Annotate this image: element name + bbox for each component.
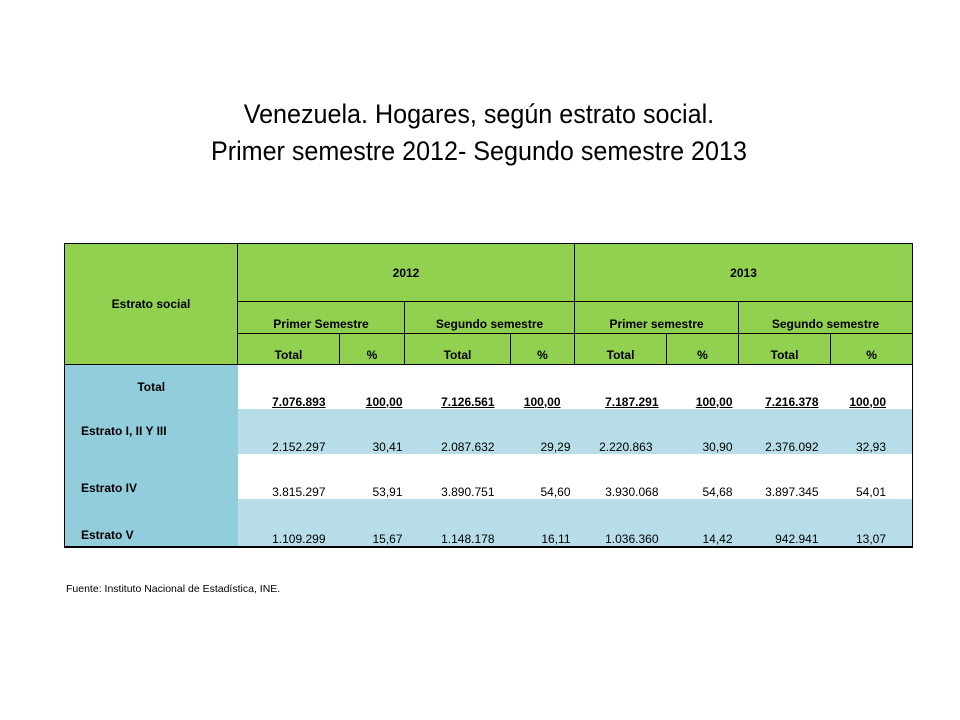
cell-value: 15,67 [339, 498, 405, 548]
page-title: Venezuela. Hogares, según estrato social… [0, 96, 958, 170]
cell-value: 3.815.297 [237, 453, 340, 499]
cell-value: 100,00 [830, 364, 914, 409]
cell-value: 100,00 [510, 364, 575, 409]
cell-value: 1.109.299 [237, 498, 340, 548]
header-total: Total [574, 333, 668, 365]
cell-value: 7.126.561 [404, 364, 511, 409]
header-total: Total [738, 333, 832, 365]
cell-value: 1.148.178 [404, 498, 511, 548]
cell-value: 2.376.092 [738, 408, 831, 454]
cell-value: 3.890.751 [404, 453, 511, 499]
cell-value: 7.076.893 [237, 364, 340, 409]
cell-value: 16,11 [510, 498, 575, 548]
header-estrato-social: Estrato social [64, 243, 238, 365]
cell-value: 32,93 [830, 408, 914, 454]
row-label: Estrato IV [64, 453, 238, 499]
table-row: Total 7.076.893 100,00 7.126.561 100,00 … [64, 364, 914, 409]
header-total: Total [404, 333, 511, 365]
header-year-2013: 2013 [574, 243, 914, 302]
source-note: Fuente: Instituto Nacional de Estadístic… [66, 583, 281, 595]
header-pct: % [339, 333, 405, 365]
header-year-2012: 2012 [237, 243, 576, 302]
cell-value: 3.930.068 [574, 453, 667, 499]
header-total: Total [237, 333, 340, 365]
cell-value: 30,90 [666, 408, 739, 454]
header-pct: % [510, 333, 576, 365]
table-row: Estrato V 1.109.299 15,67 1.148.178 16,1… [64, 498, 914, 548]
cell-value: 3.897.345 [738, 453, 831, 499]
header-semester-1-2013: Primer semestre [574, 301, 740, 334]
cell-value: 2.152.297 [237, 408, 340, 454]
cell-value: 7.187.291 [574, 364, 667, 409]
cell-value: 100,00 [666, 364, 739, 409]
cell-value: 100,00 [339, 364, 405, 409]
cell-value: 54,01 [830, 453, 914, 499]
header-semester-2-2013: Segundo semestre [738, 301, 914, 334]
cell-value: 14,42 [666, 498, 739, 548]
cell-value: 1.036.360 [574, 498, 667, 548]
title-line-2: Primer semestre 2012- Segundo semestre 2… [210, 136, 747, 166]
row-label: Estrato I, II Y III [64, 408, 238, 454]
cell-value: 2.220.863 [574, 408, 667, 454]
cell-value: 29,29 [510, 408, 575, 454]
cell-value: 13,07 [830, 498, 914, 548]
households-table: Estrato social 2012 2013 Primer Semestre… [64, 243, 914, 548]
cell-value: 7.216.378 [738, 364, 831, 409]
cell-value: 942.941 [738, 498, 831, 548]
cell-value: 54,60 [510, 453, 575, 499]
header-semester-1-2012: Primer Semestre [237, 301, 405, 334]
cell-value: 2.087.632 [404, 408, 511, 454]
header-pct: % [666, 333, 740, 365]
table-row: Estrato IV 3.815.297 53,91 3.890.751 54,… [64, 453, 914, 499]
cell-value: 53,91 [339, 453, 405, 499]
title-line-1: Venezuela. Hogares, según estrato social… [243, 99, 715, 129]
row-label: Estrato V [64, 498, 238, 548]
header-semester-2-2012: Segundo semestre [404, 301, 576, 334]
header-pct: % [830, 333, 914, 365]
row-label: Total [64, 364, 238, 409]
cell-value: 54,68 [666, 453, 739, 499]
table-row: Estrato I, II Y III 2.152.297 30,41 2.08… [64, 408, 914, 454]
cell-value: 30,41 [339, 408, 405, 454]
